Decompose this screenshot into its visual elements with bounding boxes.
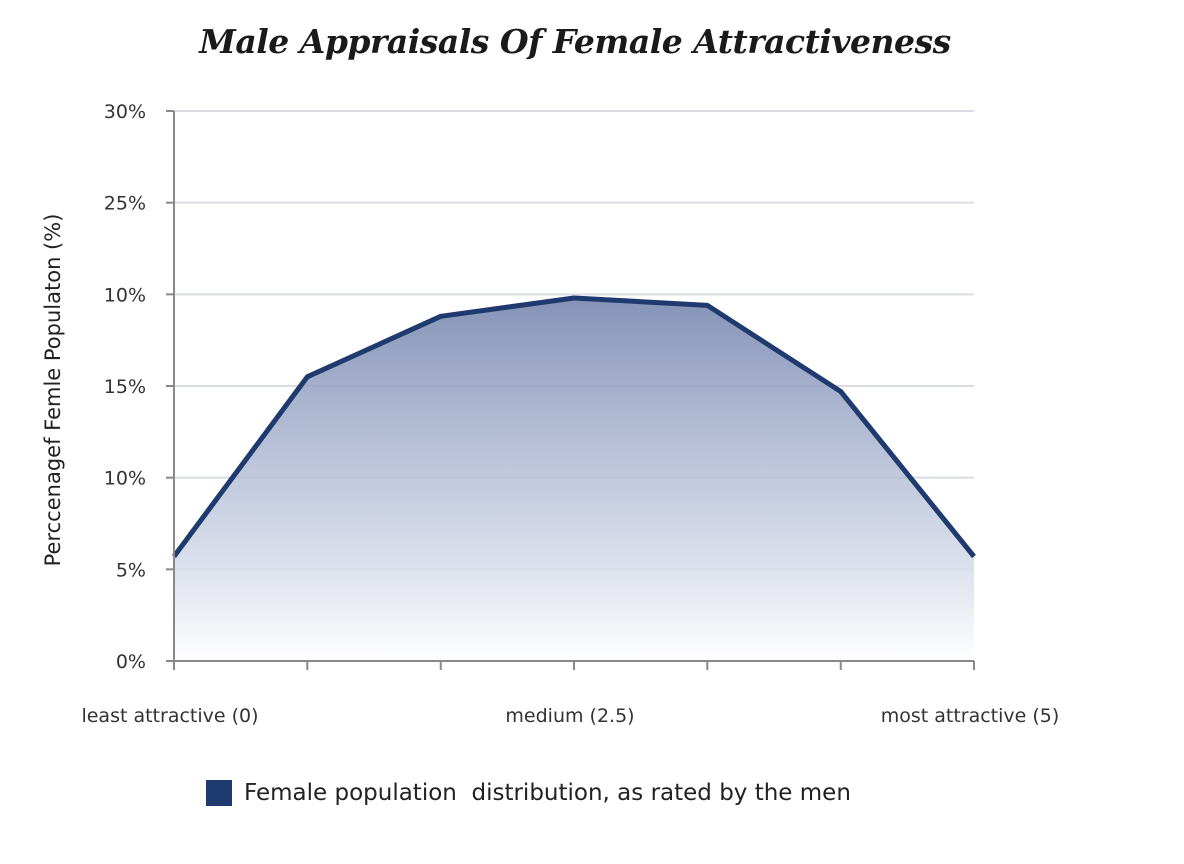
- x-tick-label: least attractive (0): [81, 705, 258, 727]
- y-axis-label: Perccenagef Femle Populaton (%): [41, 214, 65, 567]
- chart-title: Male Appraisals Of Female Attractiveness: [199, 22, 951, 61]
- y-tick-label: 25%: [104, 193, 146, 215]
- y-tick-label: 30%: [104, 101, 146, 123]
- y-tick-label: 15%: [104, 376, 146, 398]
- y-tick-label: 10%: [104, 284, 146, 306]
- y-tick-label: 10%: [104, 468, 146, 490]
- legend-label: Female population distribution, as rated…: [244, 780, 851, 806]
- y-tick-label: 0%: [116, 651, 146, 673]
- x-tick-label: medium (2.5): [505, 705, 634, 727]
- x-tick-label: most attractive (5): [881, 705, 1060, 727]
- legend: Female population distribution, as rated…: [206, 780, 851, 806]
- y-tick-label: 5%: [116, 559, 146, 581]
- legend-swatch: [206, 780, 232, 806]
- area-fill: [174, 298, 974, 661]
